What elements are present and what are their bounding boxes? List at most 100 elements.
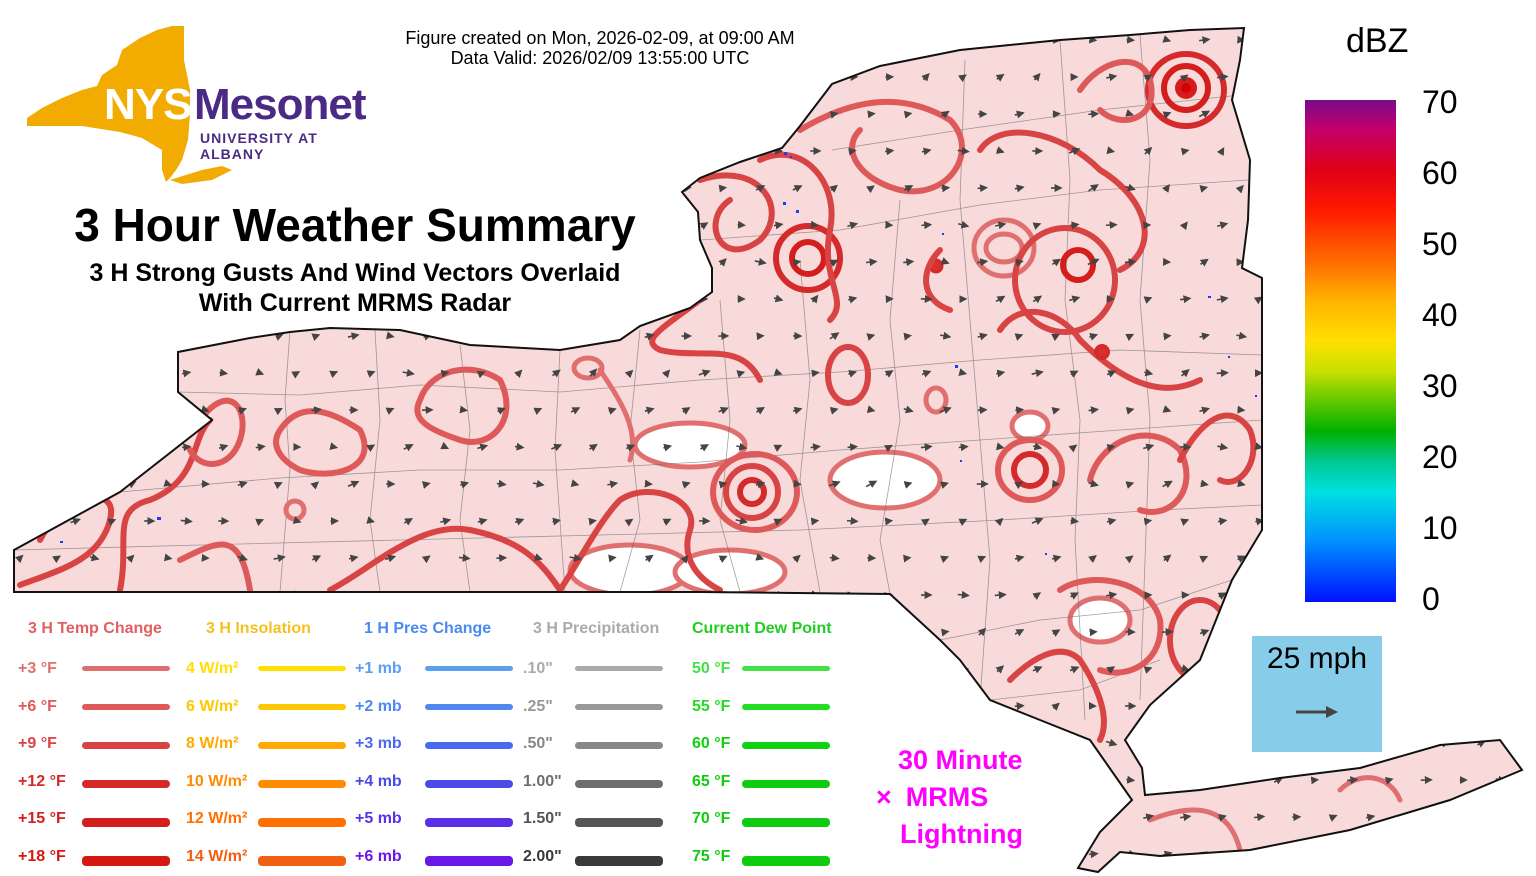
wind-arrow (1310, 851, 1320, 859)
wind-arrow (460, 184, 470, 193)
wind-arrow (273, 481, 283, 490)
wind-arrow (903, 405, 914, 414)
wind-arrow (291, 371, 301, 379)
legend-item-label: +1 mb (355, 660, 402, 677)
wind-arrow (773, 444, 783, 452)
wind-arrow (497, 184, 507, 193)
wind-arrow (829, 184, 838, 193)
wind-arrow (459, 331, 469, 340)
wind-arrow (1236, 331, 1248, 340)
legend-header: 3 H Temp Change (28, 620, 162, 637)
wind-arrow (1014, 702, 1025, 711)
wind-arrow (1476, 296, 1486, 304)
colorbar-tick: 40 (1422, 297, 1458, 333)
state-border (13, 26, 1524, 874)
legend-item-line (575, 855, 663, 866)
wind-arrow (829, 777, 839, 785)
wind-arrow (441, 591, 451, 600)
wind-arrow (570, 407, 581, 415)
wind-arrow (682, 850, 691, 859)
wind-arrow (386, 331, 395, 340)
wind-arrow (958, 368, 968, 376)
wind-arrow (1015, 406, 1025, 415)
wind-arrow (311, 333, 321, 341)
wind-arrow (533, 185, 543, 193)
wind-arrow (1496, 111, 1506, 119)
wind-arrow (1422, 849, 1432, 858)
wind-arrow (273, 850, 286, 859)
wind-arrow (865, 480, 878, 488)
wind-arrow (940, 481, 949, 489)
wind-arrow (994, 517, 1004, 527)
wind-arrow (238, 407, 247, 415)
wind-arrow (1124, 555, 1134, 564)
wind-arrow (1032, 666, 1043, 674)
wind-arrow (884, 666, 894, 674)
wind-arrow (607, 111, 618, 119)
legend-item-label: +6 °F (18, 697, 57, 715)
legend-item-line (575, 666, 663, 671)
wind-arrow (385, 184, 395, 193)
wind-arrow (1235, 850, 1244, 860)
legend-item-line (82, 779, 170, 788)
legend-item-label: 8 W/m² (186, 735, 239, 752)
wind-arrow (1272, 627, 1285, 636)
wind-arrow (14, 554, 24, 564)
wind-arrow (1458, 36, 1468, 45)
wind-arrow (1458, 406, 1469, 415)
wind-arrow (181, 591, 193, 600)
wind-arrow (1014, 333, 1024, 341)
wind-arrow (958, 518, 968, 526)
wind-arrow (903, 481, 913, 489)
logo-mesonet-text: Mesonet (194, 80, 366, 129)
wind-arrow (533, 110, 543, 119)
logo-nys-text: NYS (104, 80, 192, 129)
wind-arrow (977, 627, 987, 637)
wind-arrow (292, 516, 302, 524)
wind-arrow (237, 702, 248, 711)
wind-arrow (977, 406, 988, 415)
wind-arrow (180, 516, 193, 525)
wind-arrow (995, 221, 1007, 230)
legend-item-line (82, 703, 170, 710)
wind-arrow (996, 369, 1006, 378)
wind-arrow (237, 553, 248, 562)
wind-arrow (607, 480, 619, 489)
wind-arrow (1458, 850, 1469, 859)
wind-arrow (70, 367, 79, 376)
wind-arrow (1420, 407, 1430, 416)
wind-arrow (829, 110, 839, 119)
wind-arrow (402, 368, 415, 377)
legend-item-label: .10" (523, 660, 553, 677)
wind-arrow (199, 183, 212, 192)
wind-arrow (1216, 73, 1229, 82)
wind-arrow (570, 331, 582, 340)
wind-arrow (680, 554, 689, 564)
wind-arrow (1180, 147, 1190, 156)
wind-arrow (1199, 258, 1209, 267)
wind-arrow (1199, 332, 1211, 341)
wind-arrow (644, 110, 653, 119)
wind-arrow (754, 109, 767, 118)
wind-arrow (1475, 665, 1488, 674)
wind-arrow (940, 110, 950, 119)
wind-arrow (1291, 295, 1301, 304)
wind-arrow (624, 518, 634, 527)
wind-arrow (126, 332, 137, 341)
wind-arrow (1179, 221, 1188, 231)
wind-arrow (1457, 481, 1467, 490)
wind-arrow (440, 441, 450, 450)
wind-arrow (1088, 406, 1099, 415)
wind-arrow (460, 109, 470, 118)
colorbar-tick: 60 (1422, 155, 1458, 191)
wind-arrow (663, 443, 673, 452)
wind-arrow (940, 851, 950, 859)
wind-arrow (1199, 185, 1209, 193)
wind-arrow (1476, 812, 1486, 821)
wind-arrow (1105, 221, 1118, 230)
wind-arrow (977, 555, 987, 564)
wind-arrow (15, 184, 25, 193)
wind-arrow (1439, 147, 1450, 156)
wind-arrow (1179, 295, 1192, 304)
wind-arrow (1495, 406, 1507, 415)
